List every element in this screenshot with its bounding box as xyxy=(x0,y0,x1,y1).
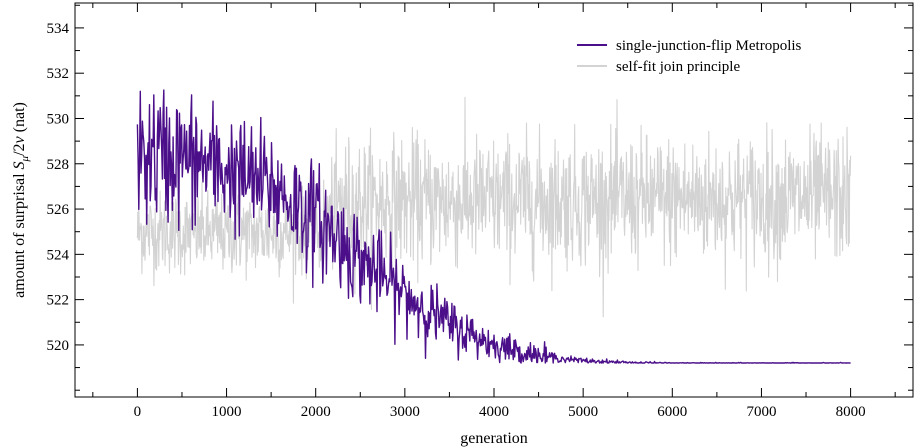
y-tick-label: 528 xyxy=(47,157,70,173)
y-tick-label: 532 xyxy=(47,66,70,82)
x-tick-label: 2000 xyxy=(301,404,331,420)
ticks-layer xyxy=(75,3,913,397)
x-tick-label: 7000 xyxy=(746,404,776,420)
x-tick-label: 0 xyxy=(134,404,142,420)
x-tick-label: 6000 xyxy=(657,404,687,420)
y-tick-label: 520 xyxy=(47,338,70,354)
y-tick-label: 522 xyxy=(47,293,70,309)
x-tick-label: 5000 xyxy=(568,404,598,420)
y-axis-title-var: v xyxy=(11,135,28,143)
y-axis-title: amount of surprisal Sμ/2v (nat) xyxy=(11,102,31,298)
y-tick-label: 526 xyxy=(47,202,70,218)
labels-layer: 0 1000 2000 3000 4000 5000 6000 7000 8000 520 522 5… xyxy=(47,21,866,420)
legend-label-self-fit: self-fit join principle xyxy=(616,59,740,75)
series-layer xyxy=(136,89,852,364)
x-tick-label: 1000 xyxy=(212,404,242,420)
y-axis-title-mid: /2 xyxy=(11,143,28,155)
x-tick-label: 8000 xyxy=(836,404,866,420)
y-tick-label: 524 xyxy=(47,247,70,263)
legend-label-metropolis: single-junction-flip Metropolis xyxy=(616,38,802,54)
x-axis-title: generation xyxy=(460,430,528,447)
x-tick-label: 3000 xyxy=(390,404,420,420)
x-tick-label: 4000 xyxy=(479,404,509,420)
y-axis-title-unit: (nat) xyxy=(11,102,28,136)
series-line-metropolis xyxy=(136,89,851,364)
y-axis-title-subscript: μ xyxy=(19,155,31,162)
y-tick-label: 530 xyxy=(47,111,70,127)
y-tick-label: 534 xyxy=(47,21,70,37)
legend: single-junction-flip Metropolis self-fit… xyxy=(577,38,802,75)
y-axis-title-symbol: S xyxy=(11,161,28,169)
series-line-self-fit xyxy=(136,96,852,318)
y-axis-title-prefix: amount of surprisal xyxy=(11,169,28,297)
